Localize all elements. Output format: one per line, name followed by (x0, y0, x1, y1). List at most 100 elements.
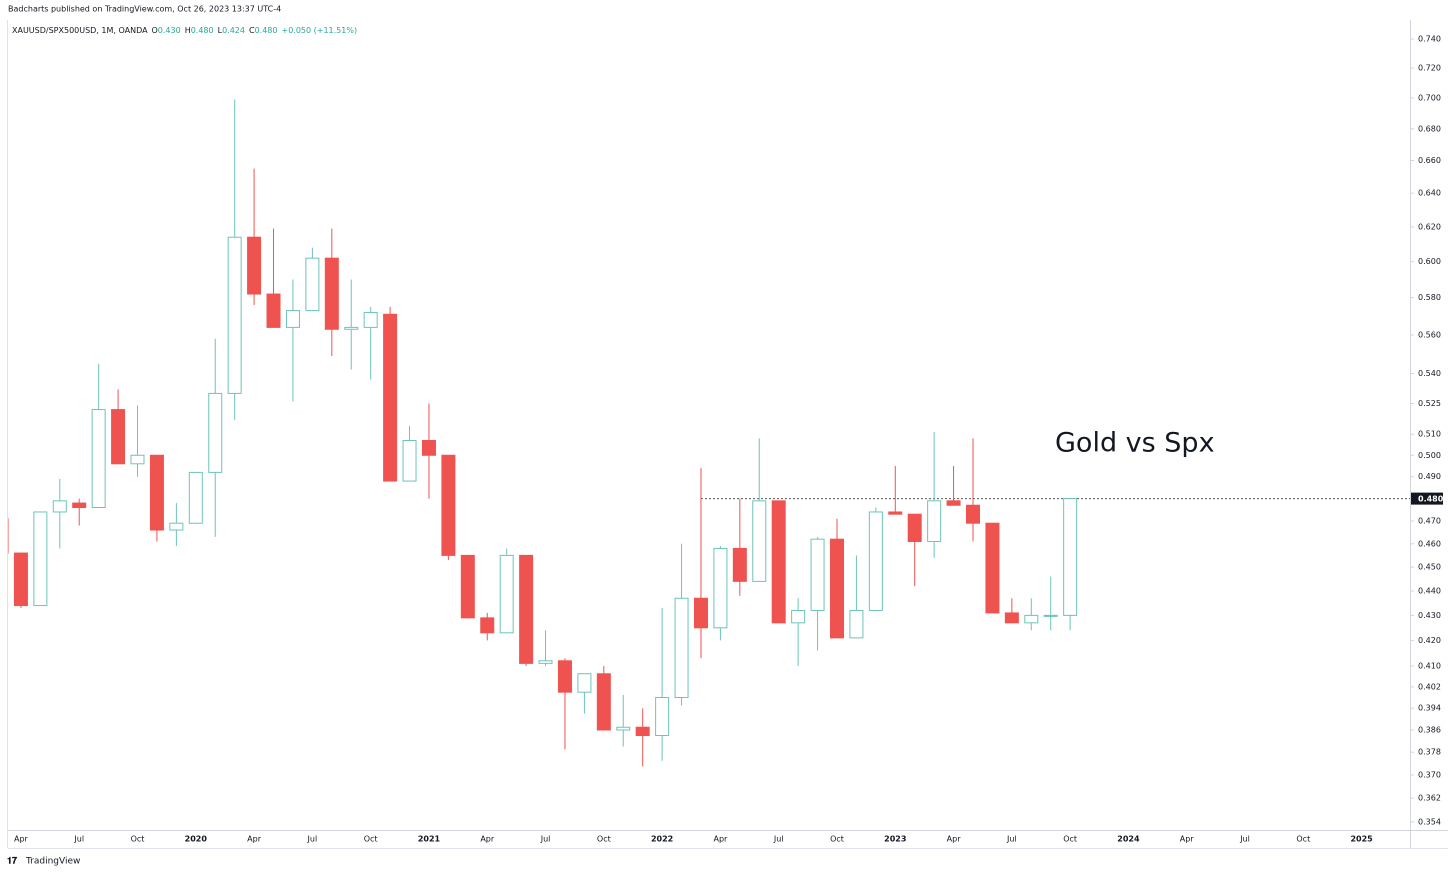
y-tick-label: 0.402 (1418, 682, 1441, 691)
x-tick-label: Apr (947, 835, 962, 844)
candle-body (1024, 614, 1039, 624)
candle-body (247, 236, 262, 295)
candle-body (655, 696, 670, 737)
y-tick-label: 0.660 (1418, 156, 1441, 165)
candle-body (810, 538, 825, 611)
candle-body (985, 522, 1000, 614)
ohlc-value: 0.424 (222, 26, 245, 35)
candle-body (188, 471, 203, 524)
y-tick-label: 0.560 (1418, 330, 1441, 339)
y-tick-label: 0.525 (1418, 399, 1441, 408)
candle-body (946, 500, 961, 506)
x-tick-label: Oct (597, 835, 611, 844)
candle-body (266, 293, 281, 328)
candle-body (752, 500, 767, 582)
publisher: Badcharts published on TradingView.com, … (8, 5, 281, 14)
candle-body (577, 673, 592, 693)
candle-body (674, 597, 689, 698)
x-tick-label: 2022 (651, 835, 673, 844)
price-label: 0.480 (1418, 495, 1444, 504)
candle-body (519, 554, 534, 664)
x-tick-label: 2025 (1350, 835, 1373, 844)
x-tick-label: Apr (247, 835, 262, 844)
x-tick-label: Jul (307, 835, 318, 844)
x-tick-label: Apr (480, 835, 495, 844)
y-tick-label: 0.440 (1418, 586, 1441, 595)
x-tick-label: Oct (364, 835, 378, 844)
x-tick-label: Apr (1180, 835, 1195, 844)
x-tick-label: Jul (1239, 835, 1250, 844)
y-tick-label: 0.640 (1418, 189, 1441, 198)
brand: TradingView (25, 857, 80, 867)
x-tick-label: Jul (540, 835, 551, 844)
candle-body (596, 673, 611, 731)
ohlc-label: L (218, 26, 223, 35)
candle-body (285, 310, 300, 328)
ohlc-label: C (249, 26, 255, 35)
candle-body (693, 597, 708, 629)
change: +0.050 (+11.51%) (281, 26, 357, 35)
candle-body (344, 326, 359, 330)
candle-body (305, 257, 320, 312)
candle-body (402, 440, 417, 482)
plot-area (8, 99, 1410, 767)
candle-body (33, 511, 48, 607)
candle-body (421, 440, 436, 456)
y-tick-label: 0.540 (1418, 369, 1441, 378)
x-tick-label: Apr (14, 835, 29, 844)
x-tick-label: 2020 (185, 835, 208, 844)
candle-body (499, 554, 514, 634)
candle-body (849, 609, 864, 639)
price-label-bg (1411, 492, 1443, 505)
y-tick-label: 0.510 (1418, 430, 1441, 439)
candle-body (732, 547, 747, 582)
candle-body (557, 660, 572, 693)
y-tick-label: 0.470 (1418, 516, 1441, 525)
y-tick-label: 0.460 (1418, 539, 1441, 548)
candle-body (441, 454, 456, 556)
ohlc-label: H (185, 26, 191, 35)
x-tick-label: Oct (830, 835, 844, 844)
x-tick-label: Oct (131, 835, 145, 844)
candle-body (149, 454, 164, 531)
candle-body (829, 538, 844, 639)
y-tick-label: 0.450 (1418, 563, 1441, 572)
x-tick-label: Jul (773, 835, 784, 844)
y-tick-label: 0.620 (1418, 222, 1441, 231)
candle-body (927, 500, 942, 542)
candle-body (52, 500, 67, 513)
x-tick-label: 2024 (1117, 835, 1140, 844)
ohlc-value: 0.480 (191, 26, 214, 35)
candle-body (907, 513, 922, 542)
x-tick-label: Oct (1063, 835, 1077, 844)
candle-body (791, 609, 806, 624)
candle-body (72, 502, 87, 508)
candle-body (635, 726, 650, 737)
y-tick-label: 0.720 (1418, 64, 1441, 73)
candle-body (713, 547, 728, 629)
candle-body (1043, 614, 1058, 617)
x-tick-label: Jul (1006, 835, 1017, 844)
legend-line: XAUUSD/SPX500USD, 1M, OANDA O0.430 H0.480 L… (12, 26, 357, 35)
y-tick-label: 0.580 (1418, 293, 1441, 302)
candle-body (208, 392, 223, 473)
x-tick-label: Jul (73, 835, 84, 844)
ohlc-value: 0.430 (158, 26, 181, 35)
y-tick-label: 0.700 (1418, 94, 1441, 103)
x-tick-label: 2021 (418, 835, 441, 844)
candle-body (324, 257, 339, 330)
candle-body (771, 500, 786, 624)
y-tick-label: 0.430 (1418, 611, 1441, 620)
brand-logo: 𝟏𝟕 (7, 856, 17, 867)
candle-body (868, 511, 883, 611)
candle-body (111, 409, 126, 465)
candle-body (363, 311, 378, 328)
y-tick-label: 0.420 (1418, 636, 1441, 645)
candle-body (13, 552, 28, 607)
y-tick-label: 0.378 (1418, 748, 1441, 757)
y-tick-label: 0.740 (1418, 35, 1441, 44)
candle-body (91, 409, 106, 508)
y-tick-label: 0.362 (1418, 794, 1441, 803)
